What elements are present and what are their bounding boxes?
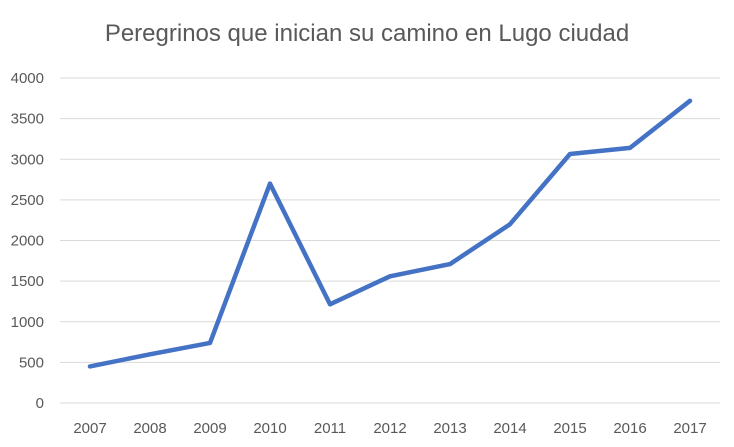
x-tick-label: 2009 <box>193 420 226 437</box>
x-tick-label: 2015 <box>553 420 586 437</box>
x-tick-label: 2013 <box>433 420 466 437</box>
gridlines <box>60 77 720 404</box>
x-tick-label: 2012 <box>373 420 406 437</box>
data-point <box>268 181 272 186</box>
x-tick-label: 2014 <box>493 420 526 437</box>
x-tick-label: 2011 <box>314 420 346 437</box>
data-point <box>328 302 332 307</box>
data-point <box>388 274 392 279</box>
data-point <box>628 145 632 150</box>
series-layer <box>87 98 693 369</box>
y-tick-label: 3000 <box>11 151 44 168</box>
y-tick-label: 4000 <box>11 70 44 87</box>
y-tick-label: 3500 <box>11 111 44 128</box>
data-point <box>208 340 212 345</box>
x-tick-label: 2016 <box>613 420 646 437</box>
data-point <box>688 98 692 103</box>
data-point <box>148 352 152 357</box>
y-tick-label: 0 <box>36 395 44 412</box>
x-axis-tick-labels: 2007 2008 2009 2010 2011 2012 2013 2014 2015 2016… <box>73 420 706 437</box>
y-tick-label: 1500 <box>11 273 44 290</box>
y-tick-label: 500 <box>19 354 44 371</box>
x-tick-label: 2010 <box>253 420 286 437</box>
y-axis-tick-labels: 0 500 1000 1500 2000 2500 3000 3500 4000 <box>11 70 44 412</box>
chart-title: Peregrinos que inician su camino en Lugo… <box>104 20 630 47</box>
data-point <box>568 151 572 156</box>
x-tick-label: 2008 <box>133 420 166 437</box>
y-tick-label: 1000 <box>11 314 44 331</box>
data-point <box>508 222 512 227</box>
y-tick-label: 2000 <box>11 233 44 250</box>
x-tick-label: 2007 <box>73 420 106 437</box>
series-line <box>87 98 693 369</box>
data-point <box>88 364 92 369</box>
y-tick-label: 2500 <box>11 192 44 209</box>
data-point <box>448 262 452 267</box>
x-tick-label: 2017 <box>673 420 706 437</box>
